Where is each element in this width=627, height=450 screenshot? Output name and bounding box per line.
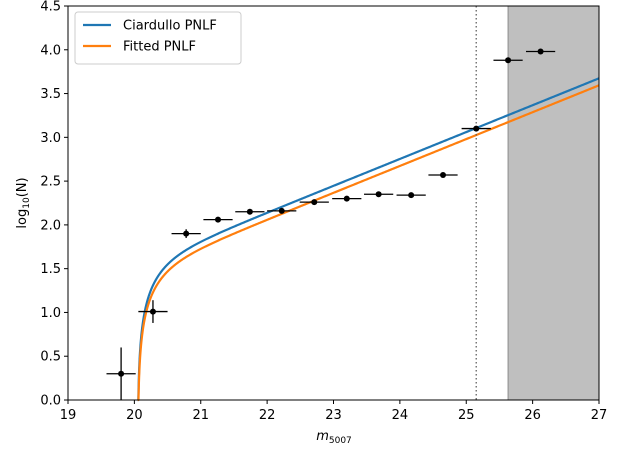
x-tick-label-6: 25 — [458, 408, 475, 423]
point-marker — [215, 216, 222, 223]
point-marker — [343, 195, 350, 202]
point-marker — [311, 199, 318, 206]
legend: Ciardullo PNLF Fitted PNLF — [74, 11, 242, 65]
legend-label-0: Ciardullo PNLF — [123, 19, 217, 34]
pnlf-curve-1 — [136, 84, 600, 402]
x-tick-label-5: 24 — [392, 408, 409, 423]
y-tick-label-2: 1.0 — [40, 306, 61, 321]
y-tick-label-4: 2.0 — [40, 218, 61, 233]
legend-label-1: Fitted PNLF — [123, 40, 196, 55]
point-marker — [408, 192, 415, 199]
x-tick-label-0: 19 — [60, 408, 77, 423]
y-tick-label-0: 0.0 — [40, 394, 61, 409]
x-axis-label: m5007 — [316, 429, 352, 446]
x-tick-label-3: 22 — [259, 408, 276, 423]
y-axis-label-main: log — [15, 209, 30, 229]
y-tick-label-9: 4.5 — [40, 0, 61, 15]
point-marker — [505, 57, 512, 64]
y-tick-label-7: 3.5 — [40, 87, 61, 102]
data-point-13 — [525, 48, 556, 55]
data-point-9 — [396, 192, 426, 199]
x-tick-label-7: 26 — [524, 408, 541, 423]
data-points-layer — [106, 48, 556, 400]
point-marker — [537, 48, 544, 55]
legend-box — [74, 11, 242, 65]
y-axis-label-sub: 10 — [22, 197, 32, 209]
point-marker — [473, 125, 480, 132]
data-point-11 — [461, 125, 491, 132]
point-marker — [149, 308, 156, 315]
y-tick-label-3: 1.5 — [40, 262, 61, 277]
x-tick-label-2: 21 — [192, 408, 209, 423]
x-tick-label-1: 20 — [126, 408, 143, 423]
data-point-6 — [299, 199, 329, 206]
x-axis-label-main: m — [316, 429, 329, 444]
y-axis-label: log10(N) — [15, 177, 32, 228]
axes-layer: 19 20 21 22 23 24 25 26 27 0.0 0.5 1.0 1.5 2.0 2.5 3.0 3… — [40, 0, 607, 423]
data-point-0 — [106, 347, 136, 400]
point-marker — [375, 191, 382, 198]
point-marker — [183, 230, 190, 237]
y-axis-label-rest: (N) — [15, 177, 30, 197]
x-tick-label-4: 23 — [325, 408, 342, 423]
data-point-4 — [235, 208, 265, 215]
point-marker — [278, 207, 285, 214]
data-point-5 — [267, 207, 297, 214]
x-axis-label-sub: 5007 — [329, 436, 352, 446]
point-marker — [246, 208, 253, 215]
data-point-8 — [364, 191, 394, 198]
data-point-3 — [203, 216, 233, 223]
y-tick-label-8: 4.0 — [40, 43, 61, 58]
y-tick-label-6: 3.0 — [40, 131, 61, 146]
curve-layer — [136, 77, 600, 402]
point-marker — [440, 171, 447, 178]
x-tick-label-8: 27 — [591, 408, 608, 423]
data-point-1 — [138, 300, 168, 323]
data-point-10 — [428, 171, 458, 178]
pnlf-curve-0 — [136, 77, 600, 402]
data-point-2 — [171, 229, 201, 239]
y-tick-label-1: 0.5 — [40, 350, 61, 365]
data-point-7 — [332, 195, 362, 202]
point-marker — [118, 370, 125, 377]
excluded-region — [508, 6, 599, 400]
data-point-12 — [493, 57, 523, 64]
y-tick-label-5: 2.5 — [40, 175, 61, 190]
excluded-region-layer — [507, 6, 599, 400]
